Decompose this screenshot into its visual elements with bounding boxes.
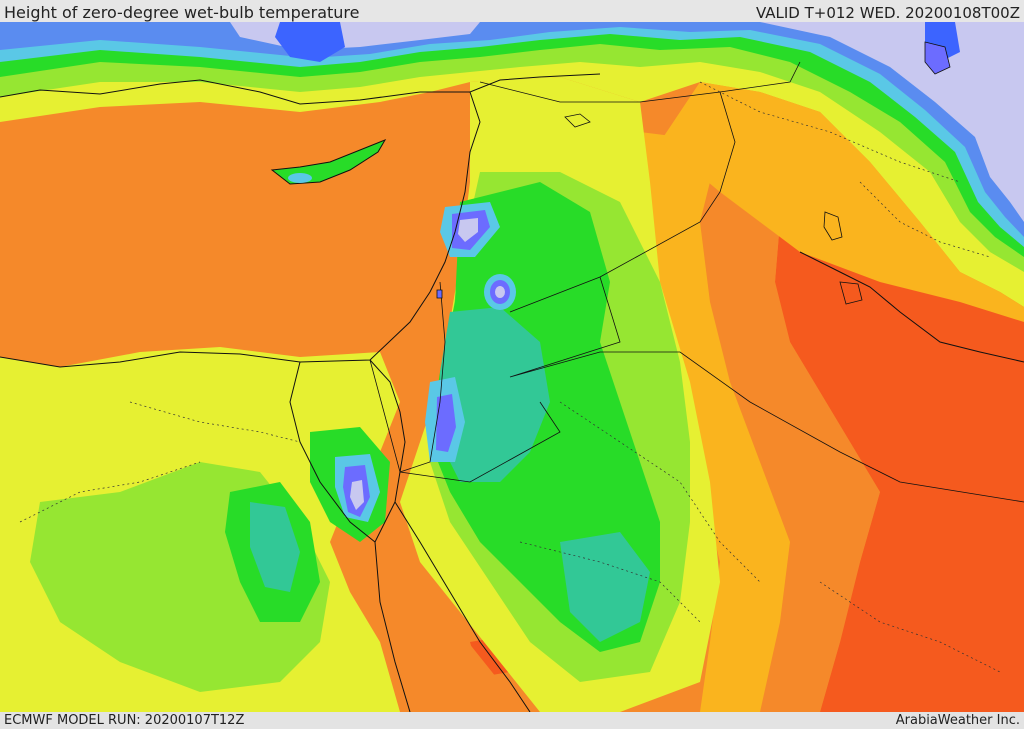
border-jordan-saudi [509,276,1024,503]
coast-sinai-west [289,361,376,543]
border-syria-east [509,91,736,313]
field-lavender-north [700,22,1024,222]
field-red-orange-east [775,222,1024,712]
field-lavender-lebanon [458,218,478,242]
footer-bar: ECMWF MODEL RUN: 20200107T12Z ArabiaWeat… [0,712,1024,729]
field-light-orange-band [640,132,790,712]
lake-van [924,41,951,75]
lake-assad [564,113,591,128]
weather-map [0,22,1024,712]
map-title: Height of zero-degree wet-bulb temperatu… [4,3,360,22]
coastlines [0,73,1024,712]
border-israel-jordan [399,281,446,473]
coast-suez-gulf [369,359,406,543]
coast-redsea-east [394,501,531,712]
valid-time: VALID T+012 WED. 20200108T00Z [755,4,1020,22]
field-teal-levant [440,307,550,482]
cyprus-island [270,138,387,185]
coast-egypt-levant [0,91,481,368]
field-teal-west [250,502,300,592]
field-lowblue-levant [436,394,456,452]
field-lavender-hermon [495,286,505,298]
coast-turkey-south [0,73,601,105]
lake-iraq-2 [839,281,863,305]
coast-persian [799,251,1024,363]
cyprus-cold-spot [288,173,312,183]
lake-tiberias [436,289,443,299]
borders [369,61,1024,503]
border-syria-iraq [479,61,801,103]
field-lightgreen-north [0,22,1024,272]
field-teal-arabia [560,532,650,642]
field-orange-east [700,142,880,712]
field-orange-mesopotamia [660,82,1024,322]
admin-borders [19,81,1001,673]
field-yellow-north [0,22,1024,307]
header-bar: Height of zero-degree wet-bulb temperatu… [0,0,1024,22]
border-egypt-israel [369,359,561,483]
credit-label: ArabiaWeather Inc. [895,713,1020,728]
model-run-label: ECMWF MODEL RUN: 20200107T12Z [4,713,245,728]
field-lavender-sinai [350,480,364,510]
lake-iraq-1 [823,211,843,241]
field-deepblue-spot [275,22,345,62]
coast-redsea-west [374,541,411,712]
field-orange-redsea [355,532,530,712]
